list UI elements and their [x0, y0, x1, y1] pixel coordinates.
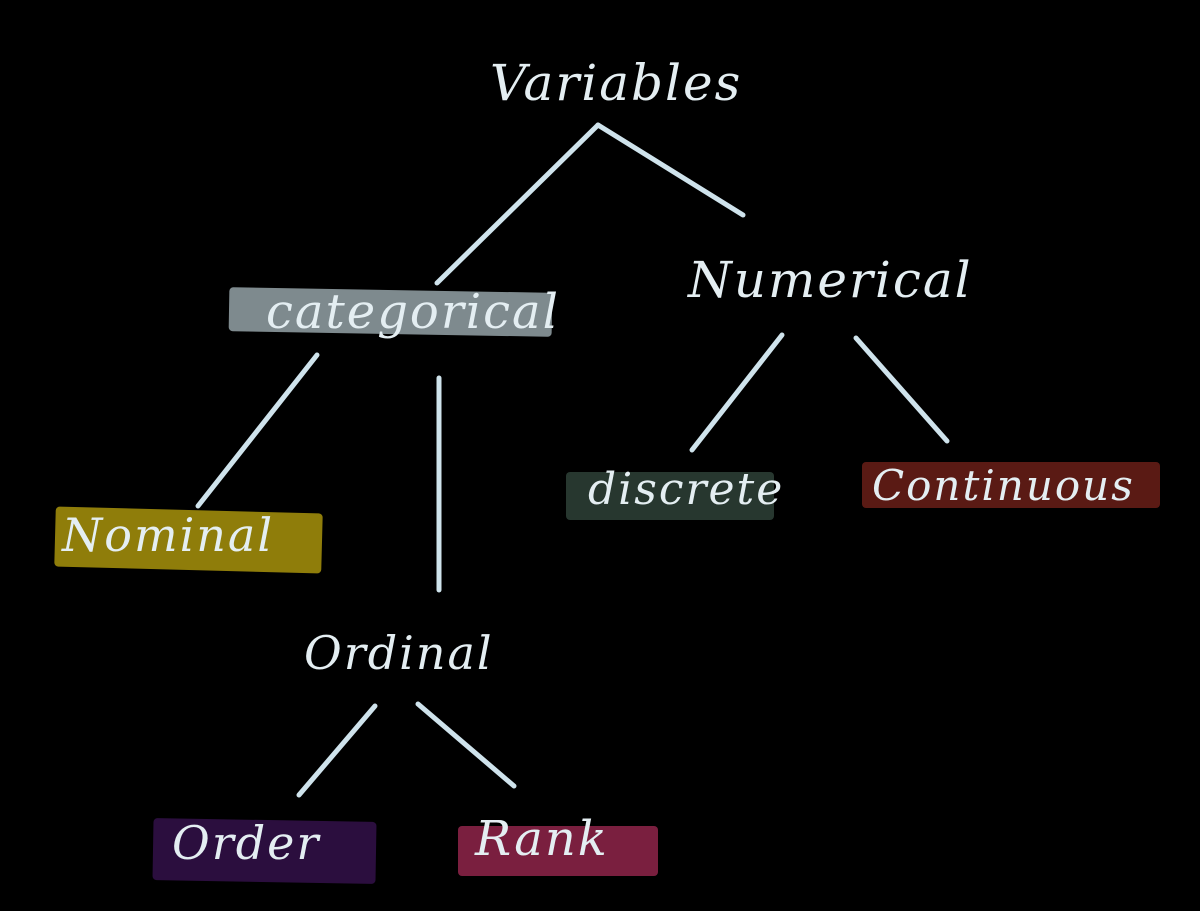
node-order: Order: [172, 816, 321, 870]
discrete-highlight: [566, 472, 774, 520]
node-rank: Rank: [475, 811, 609, 867]
node-variables: Variables: [490, 54, 743, 112]
edge-variables-categorical: [434, 122, 601, 286]
node-numerical: Numerical: [688, 251, 973, 309]
node-discrete: discrete: [588, 464, 785, 515]
node-categorical: categorical: [266, 284, 560, 340]
rank-highlight: [458, 826, 658, 876]
node-ordinal: Ordinal: [304, 626, 494, 680]
edge-variables-numerical: [595, 122, 746, 218]
continuous-highlight: [862, 462, 1160, 508]
edge-numerical-continuous: [853, 335, 950, 444]
edge-categorical-nominal: [195, 352, 320, 509]
node-nominal: Nominal: [62, 508, 275, 562]
edge-numerical-discrete: [689, 332, 785, 453]
edge-ordinal-rank: [415, 701, 517, 789]
node-continuous: Continuous: [872, 461, 1135, 510]
edge-ordinal-order: [296, 703, 378, 798]
